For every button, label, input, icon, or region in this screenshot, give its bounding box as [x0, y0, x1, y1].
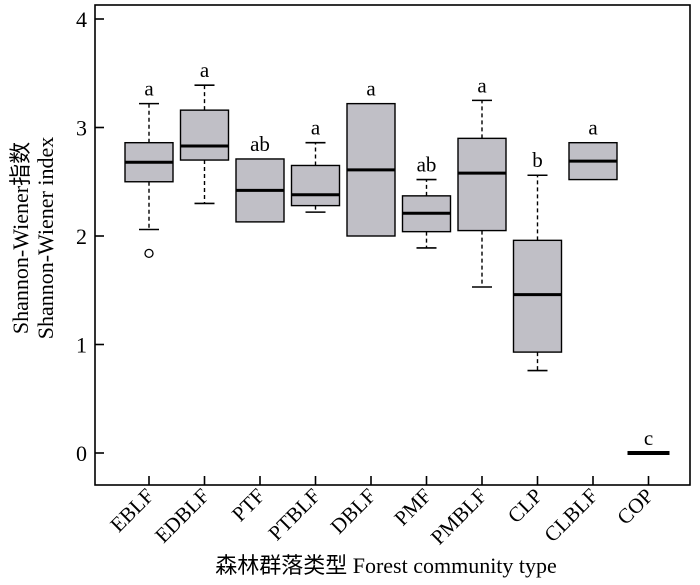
significance-letter: b: [532, 148, 543, 172]
x-tick-label: PTF: [227, 484, 270, 527]
x-tick-label: PMF: [389, 484, 436, 531]
y-tick-label: 2: [76, 224, 87, 249]
x-tick-label: COP: [612, 484, 658, 530]
x-tick-label: CLP: [503, 484, 547, 528]
y-tick-label: 4: [76, 7, 87, 32]
y-axis-title-line2: Shannon-Wiener index: [33, 137, 58, 340]
significance-letter: a: [477, 73, 487, 97]
significance-letter: ab: [250, 132, 270, 156]
box: [290, 164, 341, 207]
outlier-point: [144, 248, 154, 259]
significance-letter: a: [144, 77, 154, 101]
y-tick-label: 0: [76, 441, 87, 466]
x-tick-label: PTBLF: [263, 484, 325, 546]
significance-letter: ab: [417, 153, 437, 177]
x-axis-title: 森林群落类型 Forest community type: [215, 553, 557, 578]
significance-letter: c: [644, 426, 653, 450]
x-tick-label: DBLF: [326, 484, 381, 539]
box: [512, 239, 563, 353]
significance-letter: a: [588, 116, 598, 140]
x-tick-label: CLBLF: [539, 484, 602, 547]
significance-letter: a: [311, 116, 321, 140]
x-tick-label: EDBLF: [150, 484, 214, 548]
box: [179, 109, 230, 161]
x-tick-label: PMBLF: [426, 484, 492, 550]
y-tick-label: 3: [76, 116, 87, 141]
y-axis-title-line1: Shannon-Wiener指数: [8, 142, 33, 334]
significance-letter: a: [200, 58, 210, 82]
plot-frame: [94, 4, 691, 486]
y-tick-label: 1: [76, 333, 87, 358]
significance-letter: a: [366, 77, 376, 101]
box: [457, 137, 507, 232]
